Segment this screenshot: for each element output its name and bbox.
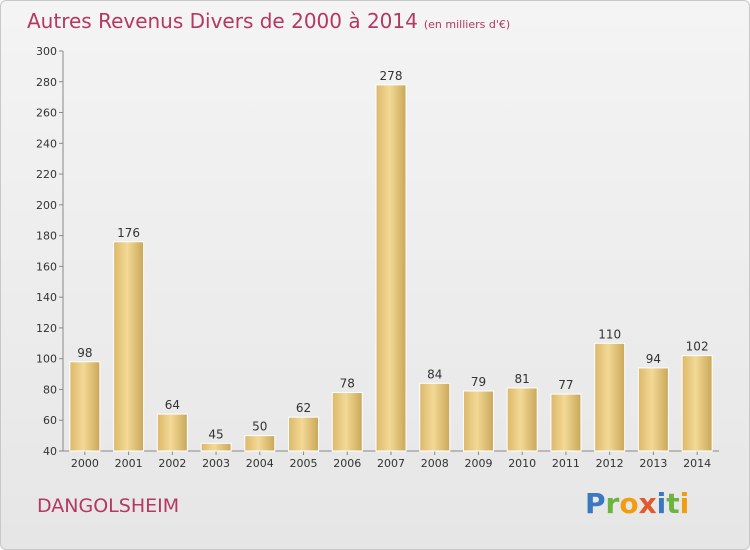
bar	[200, 442, 232, 452]
proxiti-logo: Proxiti	[585, 487, 689, 520]
bar	[550, 393, 582, 452]
y-tick-label: 260	[36, 107, 57, 120]
bar-value-label: 64	[165, 398, 180, 412]
y-tick-label: 300	[36, 45, 57, 58]
x-tick-label: 2002	[158, 457, 186, 470]
bar	[244, 435, 276, 452]
y-tick-label: 160	[36, 260, 57, 273]
bar-value-label: 110	[598, 327, 621, 341]
bar-value-label: 102	[686, 340, 709, 354]
bar	[462, 390, 494, 452]
bar-value-label: 79	[471, 375, 486, 389]
x-tick-label: 2001	[115, 457, 143, 470]
x-tick-label: 2003	[202, 457, 230, 470]
y-tick-label: 220	[36, 168, 57, 181]
location-name: DANGOLSHEIM	[37, 495, 180, 517]
x-tick-label: 2007	[377, 457, 405, 470]
x-tick-label: 2005	[290, 457, 318, 470]
bar-value-label: 98	[77, 346, 92, 360]
bar	[594, 342, 626, 452]
x-tick-label: 2006	[333, 457, 361, 470]
logo-letter: x	[638, 487, 657, 520]
value-labels: 98 176 64 45 50 62 78 278 84 79 81 77 110 94 102	[77, 69, 708, 441]
x-tick-label: 2012	[596, 457, 624, 470]
bar-value-label: 278	[380, 69, 403, 83]
y-tick-label: 280	[36, 76, 57, 89]
bar	[288, 416, 320, 452]
bar-value-label: 77	[558, 378, 573, 392]
logo-letter: o	[619, 487, 639, 520]
logo-letter: r	[605, 487, 620, 520]
chart-title-text: Autres Revenus Divers de 2000 à 2014	[27, 9, 418, 33]
bar-value-label: 94	[646, 352, 661, 366]
x-tick-label: 2013	[639, 457, 667, 470]
y-tick-label: 80	[43, 383, 57, 396]
y-tick-label: 120	[36, 322, 57, 335]
x-tick-label: 2000	[71, 457, 99, 470]
bar	[113, 241, 145, 452]
x-tick-label: 2009	[464, 457, 492, 470]
bar-value-label: 45	[208, 427, 223, 441]
bar	[637, 367, 669, 452]
bar	[331, 392, 363, 452]
y-tick-label: 40	[43, 445, 57, 458]
logo-letter: i	[679, 487, 690, 520]
chart-title: Autres Revenus Divers de 2000 à 2014 (en …	[27, 9, 510, 33]
bar-value-label: 50	[252, 420, 267, 434]
x-tick-label: 2008	[421, 457, 449, 470]
bar-value-label: 78	[340, 377, 355, 391]
x-tick-label: 2011	[552, 457, 580, 470]
bar	[375, 84, 407, 452]
bars	[69, 84, 713, 452]
y-tick-labels: 40 60 80 100 120 140 160 180 200 220 240 260 280 300	[36, 45, 57, 458]
y-tick-label: 240	[36, 137, 57, 150]
chart-subtitle: (en milliers d'€)	[423, 18, 511, 31]
y-tick-label: 200	[36, 199, 57, 212]
bar-value-label: 84	[427, 367, 442, 381]
x-tick-label: 2004	[246, 457, 274, 470]
bar	[506, 387, 538, 452]
bar	[419, 382, 451, 452]
bar-value-label: 62	[296, 401, 311, 415]
bar	[69, 361, 101, 452]
logo-letter: t	[666, 487, 680, 520]
logo-letter: i	[656, 487, 667, 520]
logo-letter: P	[585, 487, 606, 520]
bar-value-label: 176	[117, 226, 140, 240]
y-tick-label: 140	[36, 291, 57, 304]
bar	[156, 413, 188, 452]
x-tick-label: 2010	[508, 457, 536, 470]
y-tick-label: 100	[36, 353, 57, 366]
x-tick-labels: 2000 2001 2002 2003 2004 2005 2006 2007 2008 2009…	[71, 457, 711, 470]
y-tick-label: 60	[43, 414, 57, 427]
y-tick-label: 180	[36, 230, 57, 243]
x-tick-label: 2014	[683, 457, 711, 470]
bar	[681, 355, 713, 452]
bar-value-label: 81	[515, 372, 530, 386]
